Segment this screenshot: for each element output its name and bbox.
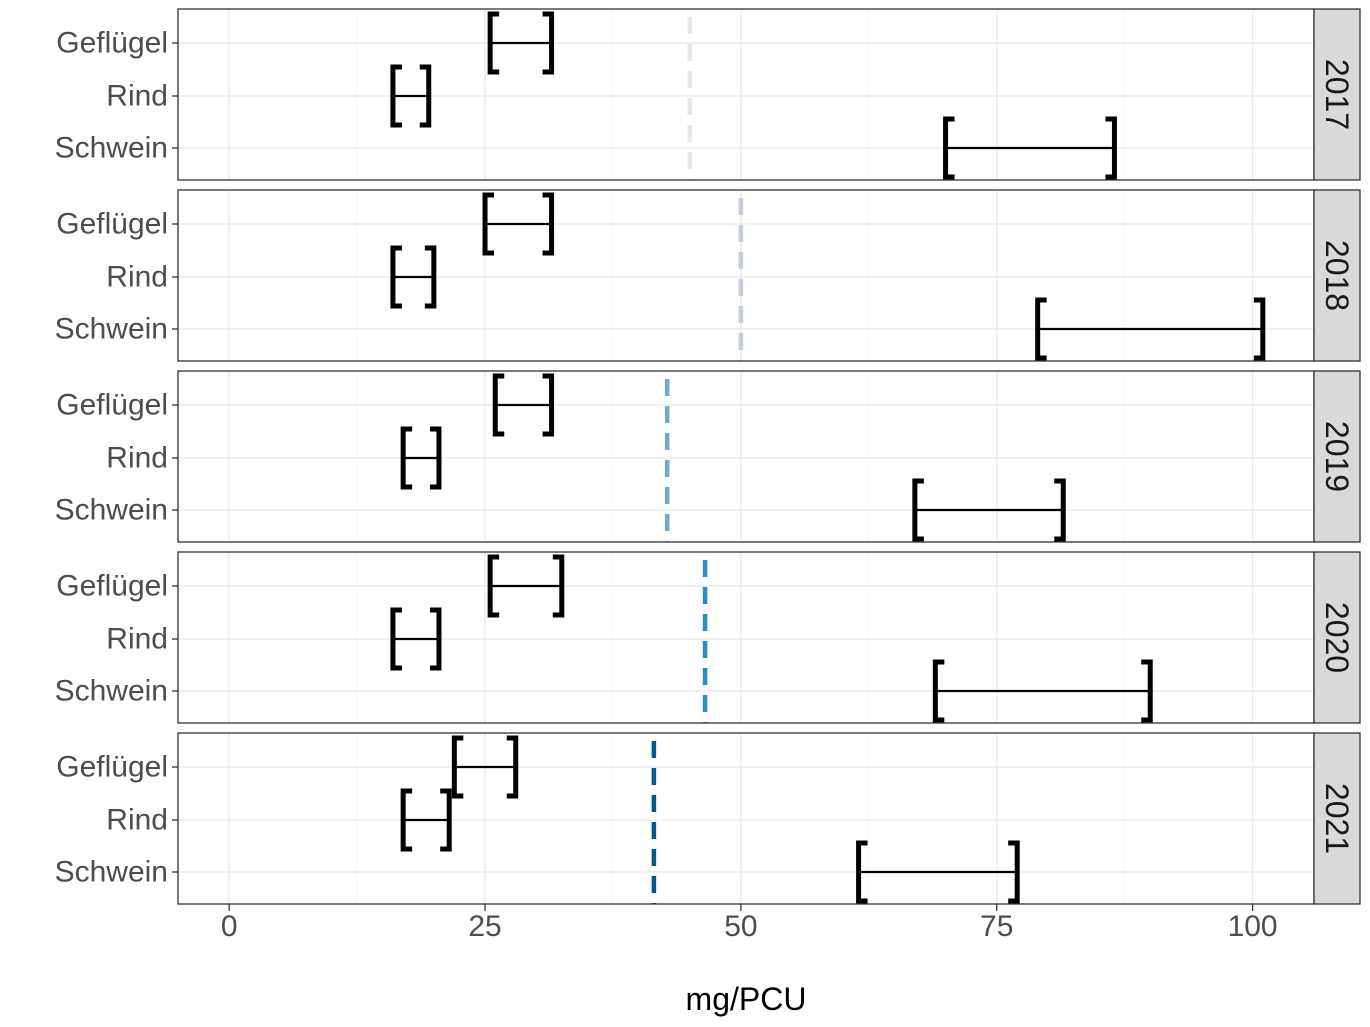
interval-low-bracket — [492, 373, 505, 437]
interval-high-bracket — [506, 735, 519, 799]
y-category-label: Rind — [106, 261, 168, 294]
facet-strip — [1313, 189, 1361, 362]
interval-high-bracket — [1054, 478, 1066, 542]
panel-background — [178, 371, 1314, 542]
facet-strip — [1313, 8, 1361, 181]
y-category-label: Schwein — [55, 313, 168, 346]
interval-high-bracket — [542, 11, 555, 75]
y-category-label: Geflügel — [56, 389, 168, 422]
interval-high-bracket — [542, 373, 555, 437]
interval-high-bracket — [542, 192, 555, 256]
x-axis-title: mg/PCU — [686, 981, 807, 1017]
interval-high-bracket — [1253, 297, 1266, 361]
panel-background — [178, 552, 1314, 723]
y-category-label: Geflügel — [56, 751, 168, 784]
facet-strip — [1313, 732, 1361, 905]
interval-high-bracket — [1008, 840, 1020, 904]
facet-strip-label: 2019 — [1319, 421, 1355, 492]
y-category-label: Rind — [106, 623, 168, 656]
interval-low-bracket — [400, 788, 413, 852]
panel-background — [178, 733, 1314, 904]
facet-strip-label: 2017 — [1319, 59, 1355, 130]
interval-high-bracket — [440, 788, 452, 852]
y-category-label: Geflügel — [56, 570, 168, 603]
facet-strip-label: 2018 — [1319, 240, 1355, 311]
interval-low-bracket — [932, 659, 945, 723]
interval-low-bracket — [390, 64, 402, 128]
y-category-label: Rind — [106, 80, 168, 113]
panel-background — [178, 9, 1314, 180]
interval-low-bracket — [390, 245, 402, 309]
interval-low-bracket — [487, 11, 500, 75]
y-category-label: Schwein — [55, 856, 168, 889]
interval-low-bracket — [912, 478, 924, 542]
interval-high-bracket — [1141, 659, 1153, 723]
x-tick-label: 25 — [468, 910, 501, 943]
panel-background — [178, 190, 1314, 361]
y-category-label: Geflügel — [56, 208, 168, 241]
interval-high-bracket — [429, 426, 442, 490]
interval-high-bracket — [429, 607, 442, 671]
interval-low-bracket — [856, 840, 868, 904]
interval-high-bracket — [419, 64, 432, 128]
facet-strip — [1313, 551, 1361, 724]
interval-low-bracket — [451, 735, 464, 799]
interval-low-bracket — [487, 554, 500, 618]
interval-low-bracket — [482, 192, 495, 256]
interval-low-bracket — [390, 607, 402, 671]
x-tick-label: 0 — [221, 910, 238, 943]
x-tick-label: 100 — [1228, 910, 1278, 943]
facet-strip — [1313, 370, 1361, 543]
x-tick-label: 75 — [980, 910, 1013, 943]
y-category-label: Schwein — [55, 494, 168, 527]
y-category-label: Schwein — [55, 675, 168, 708]
interval-high-bracket — [552, 554, 565, 618]
y-category-label: Schwein — [55, 132, 168, 165]
interval-low-bracket — [400, 426, 413, 490]
facet-strip-label: 2021 — [1319, 783, 1355, 854]
interval-high-bracket — [1105, 116, 1117, 180]
interval-high-bracket — [424, 245, 437, 309]
y-category-label: Rind — [106, 442, 168, 475]
interval-low-bracket — [1035, 297, 1047, 361]
y-category-label: Geflügel — [56, 27, 168, 60]
y-category-label: Rind — [106, 804, 168, 837]
x-tick-label: 50 — [724, 910, 757, 943]
facet-strip-label: 2020 — [1319, 602, 1355, 673]
interval-low-bracket — [943, 116, 955, 180]
